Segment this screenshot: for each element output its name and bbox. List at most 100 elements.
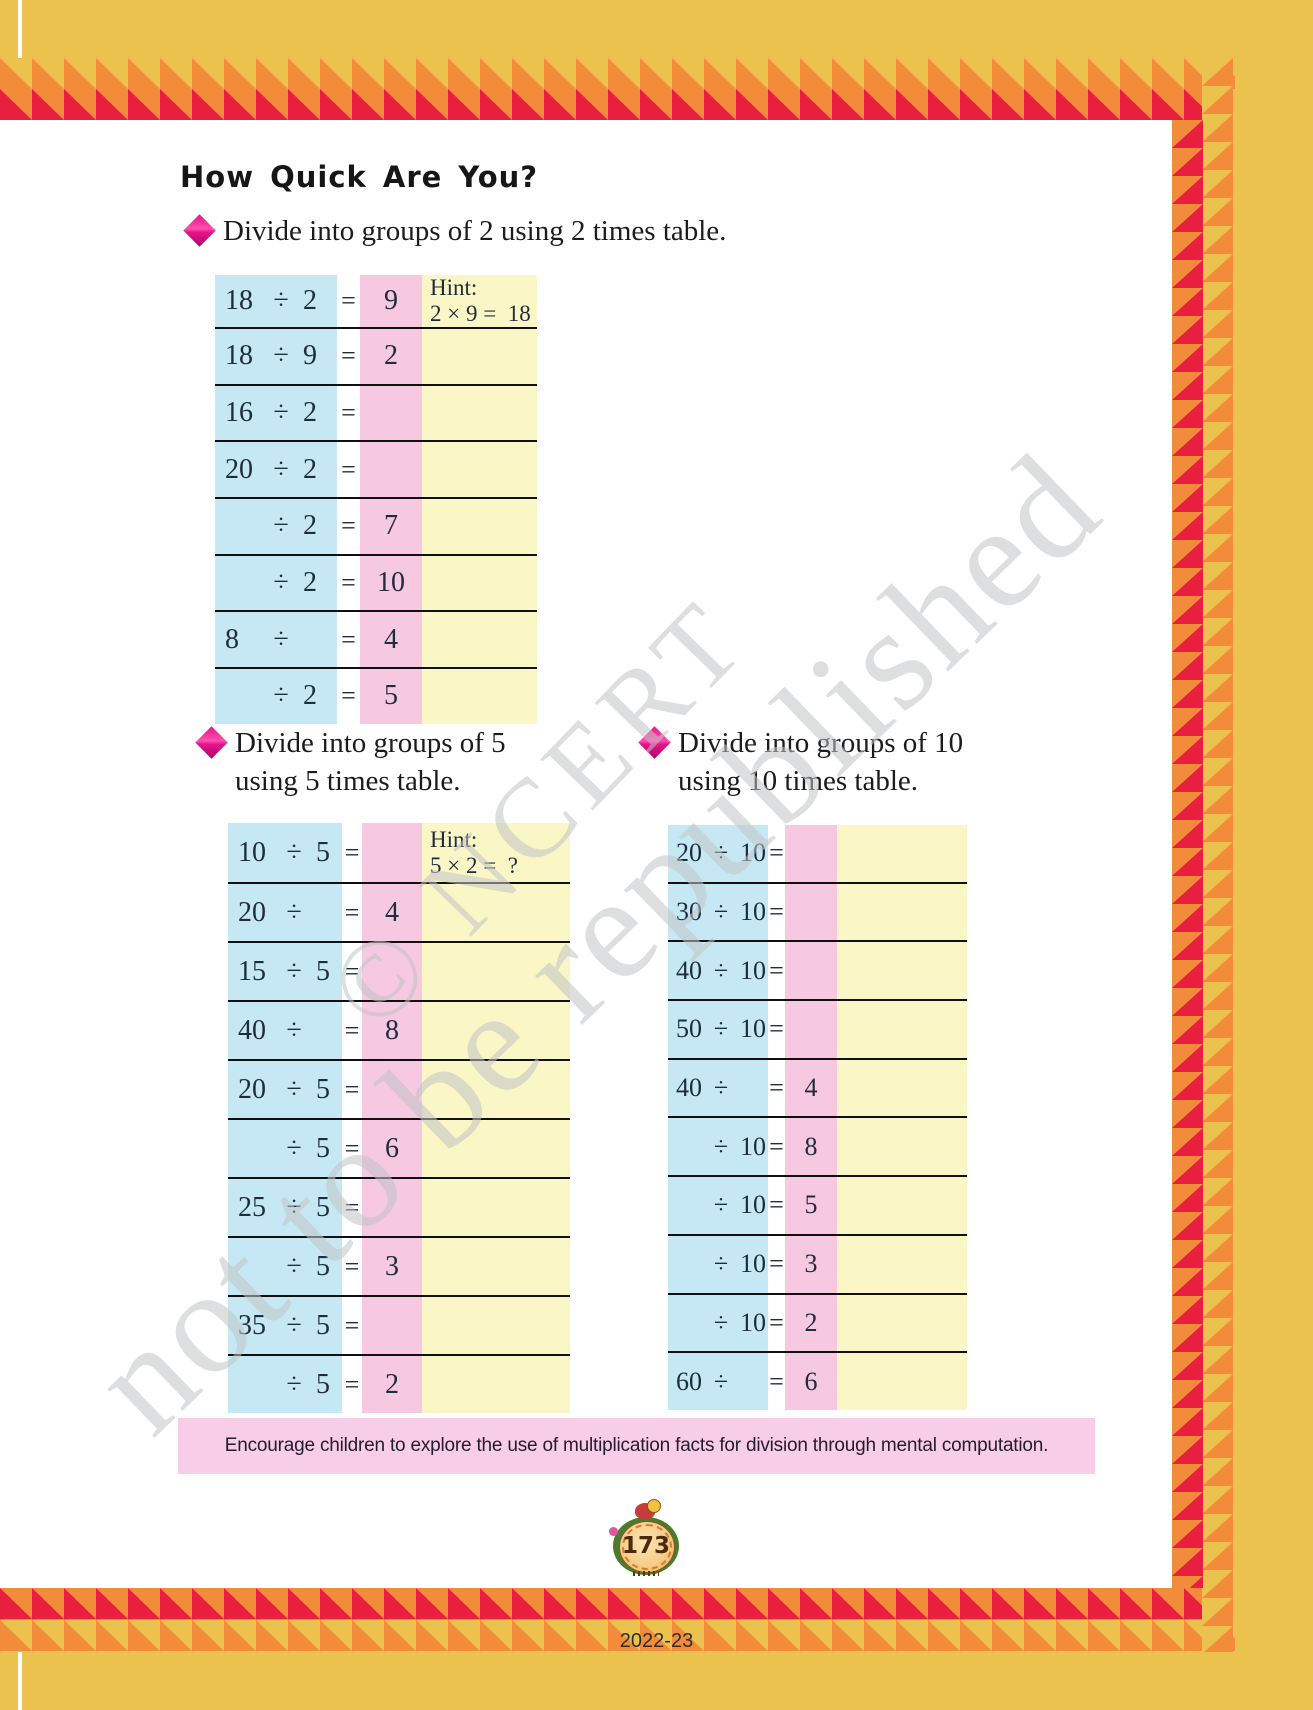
answer-cell: 2 <box>362 1356 422 1413</box>
dividend-value: 18 <box>225 340 253 372</box>
division-row: ÷ 10 = 3 <box>668 1235 967 1295</box>
expression-cell: ÷ 10 <box>668 1177 768 1234</box>
dividend-value: 50 <box>676 1014 702 1044</box>
answer-cell: 7 <box>360 499 422 554</box>
equals-cell: = <box>768 1236 785 1293</box>
equals-sign: = <box>341 341 356 371</box>
hint-cell <box>422 1238 570 1295</box>
division-row: ÷ 2 = 7 <box>215 499 537 556</box>
equals-sign: = <box>769 1366 784 1396</box>
section-heading-text: Divide into groups of 10 using 10 times … <box>678 724 963 800</box>
divide-operator: ÷ <box>713 1366 729 1396</box>
divide-operator: ÷ <box>713 1307 729 1337</box>
border-bottom-inner <box>0 1588 1205 1620</box>
equals-sign: = <box>344 1015 360 1045</box>
answer-value: 3 <box>385 1250 399 1282</box>
division-row: 20 ÷ 10 = <box>668 825 967 884</box>
divide-operator: ÷ <box>273 397 289 429</box>
divisor-value: 2 <box>303 680 317 712</box>
badge-feet-marks <box>633 1571 659 1576</box>
hint-cell <box>422 1356 570 1413</box>
border-top-outer <box>0 58 1235 89</box>
division-row: 35 ÷ 5 = <box>228 1297 570 1356</box>
expression-cell: ÷ 5 <box>228 1356 342 1413</box>
answer-value: 5 <box>384 680 398 712</box>
divide-operator: ÷ <box>286 1014 302 1046</box>
hint-cell <box>422 385 537 441</box>
expression-cell: 60 ÷ <box>668 1353 768 1410</box>
divisor-value: 5 <box>316 955 330 987</box>
expression-cell: ÷ 10 <box>668 1118 768 1176</box>
divide-operator: ÷ <box>286 1368 302 1400</box>
hint-cell <box>422 499 537 554</box>
equals-sign: = <box>341 454 356 484</box>
division-row: 20 ÷ = 4 <box>228 884 570 943</box>
division-row: 60 ÷ = 6 <box>668 1353 967 1410</box>
hint-cell: Hint: 5 × 2 = ? <box>422 823 570 882</box>
expression-cell: ÷ 5 <box>228 1120 342 1177</box>
answer-value: 5 <box>804 1190 818 1220</box>
answer-value: 10 <box>377 567 405 599</box>
expression-cell: 20 ÷ <box>228 884 342 941</box>
answer-cell <box>360 385 422 441</box>
equals-cell: = <box>337 556 360 611</box>
expression-cell: 40 ÷ <box>228 1002 342 1059</box>
dividend-value: 40 <box>676 1073 702 1103</box>
equals-cell: = <box>768 1001 785 1058</box>
equals-sign: = <box>341 568 356 598</box>
division-row: ÷ 2 = 10 <box>215 555 537 613</box>
answer-value: 8 <box>804 1131 818 1161</box>
page-number: 173 <box>621 1533 670 1559</box>
divide-operator: ÷ <box>273 340 289 372</box>
dividend-value: 40 <box>676 955 702 985</box>
answer-value: 4 <box>384 623 398 655</box>
dividend-value: 20 <box>225 453 253 485</box>
expression-cell: 10 ÷ 5 <box>228 823 342 882</box>
answer-cell: 2 <box>785 1294 837 1352</box>
border-right-outer <box>1202 58 1233 1652</box>
divisor-value: 2 <box>303 285 317 316</box>
divide-operator: ÷ <box>273 567 289 599</box>
divisor-value: 2 <box>303 453 317 485</box>
expression-cell: 40 ÷ <box>668 1059 768 1117</box>
answer-cell <box>362 1297 422 1354</box>
dividend-value: 60 <box>676 1366 702 1396</box>
hint-expression: 5 × 2 = ? <box>430 852 518 878</box>
expression-cell: ÷ 10 <box>668 1294 768 1352</box>
page-title: How Quick Are You? <box>180 160 539 194</box>
equals-cell: = <box>337 499 360 554</box>
hint-cell: Hint: 2 × 9 = 18 <box>422 275 537 327</box>
divide-operator: ÷ <box>273 453 289 485</box>
edition-year: 2022-23 <box>619 1630 694 1652</box>
hint-cell <box>422 1120 570 1177</box>
expression-cell: ÷ 2 <box>215 669 337 724</box>
equals-sign: = <box>341 511 356 541</box>
hint-cell <box>837 883 967 941</box>
divisor-value: 5 <box>316 836 330 868</box>
heading-line-1: Divide into groups of 5 <box>235 727 506 759</box>
divide-operator: ÷ <box>273 510 289 542</box>
expression-cell: 20 ÷ 2 <box>215 442 337 498</box>
equals-cell: = <box>337 612 360 667</box>
divisor-value: 10 <box>740 1307 766 1337</box>
hint-cell <box>837 1294 967 1352</box>
expression-cell: 15 ÷ 5 <box>228 943 342 1000</box>
expression-cell: 18 ÷ 9 <box>215 329 337 384</box>
divisor-value: 10 <box>740 1014 766 1044</box>
answer-value: 8 <box>385 1014 399 1046</box>
dividend-value: 20 <box>238 896 266 928</box>
divisor-value: 5 <box>316 1250 330 1282</box>
equals-cell: = <box>768 884 785 941</box>
equals-cell: = <box>342 823 362 882</box>
expression-cell: 40 ÷ 10 <box>668 942 768 1000</box>
division-table-groups-of-2: 18 ÷ 2 = 9 Hint: 2 × 9 = 18 18 ÷ 9 = 2 16 ÷ 2 = 20 ÷ 2 = ÷ 2 =… <box>215 275 537 724</box>
division-row: ÷ 5 = 2 <box>228 1356 570 1413</box>
hint-cell <box>422 1061 570 1118</box>
equals-sign: = <box>341 624 356 654</box>
answer-cell: 6 <box>362 1120 422 1177</box>
dividend-value: 16 <box>225 397 253 429</box>
answer-cell <box>360 442 422 498</box>
dividend-value: 20 <box>676 838 702 868</box>
division-table-groups-of-10: 20 ÷ 10 = 30 ÷ 10 = 40 ÷ 10 = 50 ÷ 10 = 40 ÷ = 4 ÷ 10 = 8 ÷ 10 = 5 ÷… <box>668 825 967 1410</box>
divisor-value: 10 <box>740 1131 766 1161</box>
